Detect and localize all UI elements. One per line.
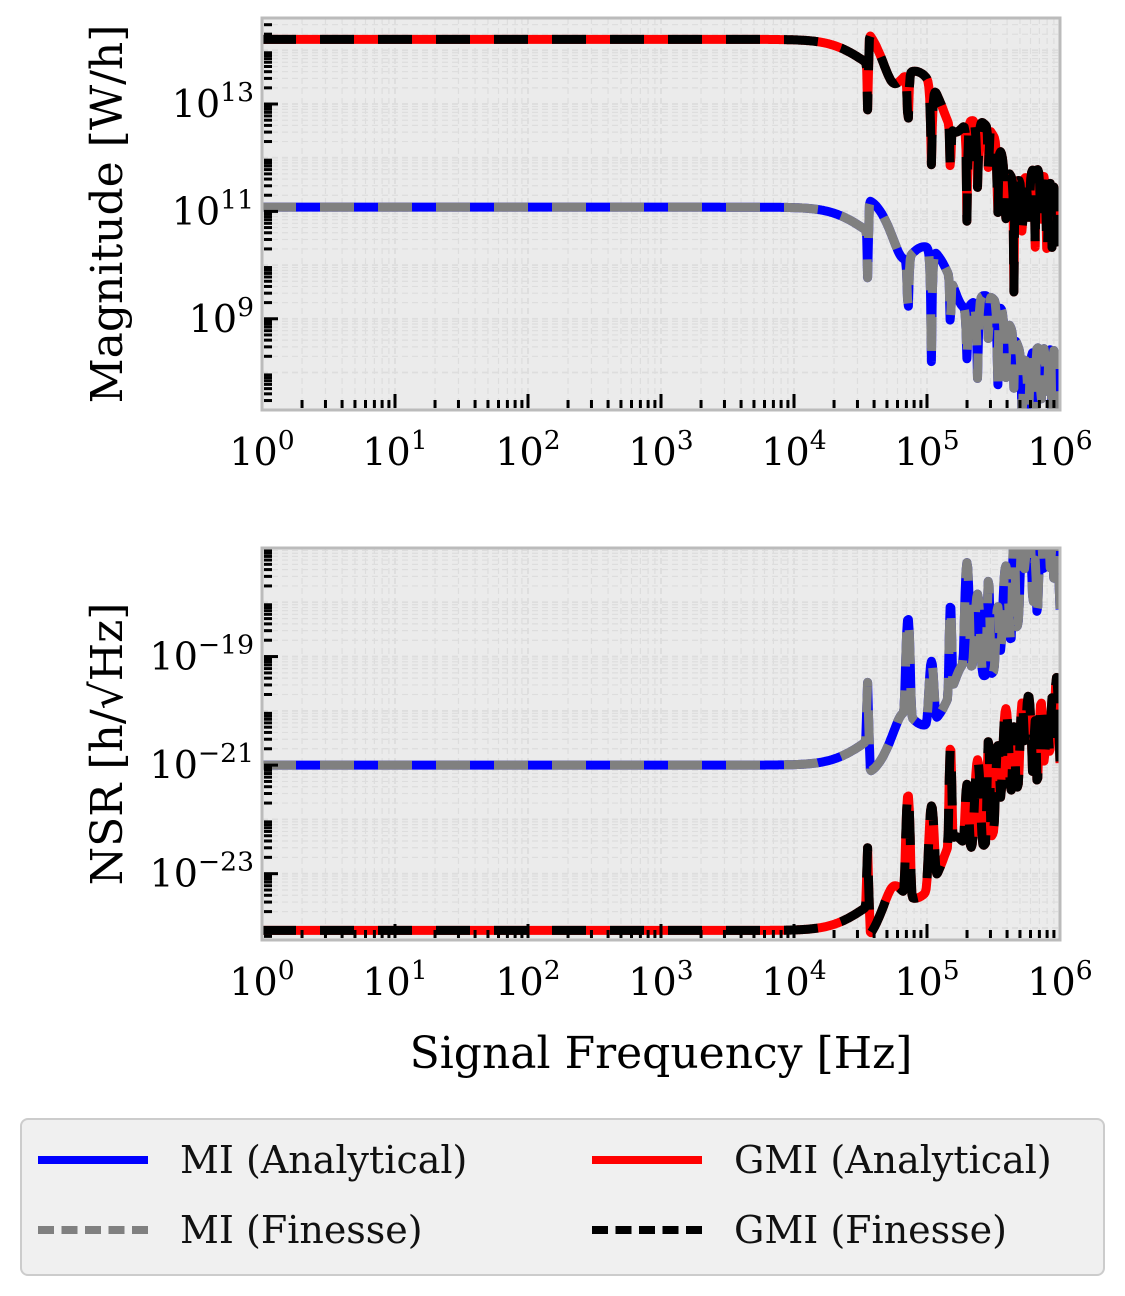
legend-entry-gmi-analytical: GMI (Analytical) xyxy=(592,1130,1052,1190)
series-gmi-finesse xyxy=(262,31,1060,297)
series-mi-finesse xyxy=(262,548,1060,776)
legend-entry-gmi-finesse: GMI (Finesse) xyxy=(592,1200,1007,1260)
axes-frame xyxy=(260,546,1062,942)
y-tick-label: 10−21 xyxy=(150,738,254,787)
y-axis-label: Magnitude [W/h] xyxy=(82,25,133,404)
x-tick-label: 104 xyxy=(761,955,826,1004)
x-tick-label: 102 xyxy=(495,955,560,1004)
legend-label: GMI (Analytical) xyxy=(734,1138,1052,1182)
y-tick-label: 1011 xyxy=(172,184,254,233)
ticks xyxy=(260,16,1062,412)
x-tick-label: 101 xyxy=(362,955,427,1004)
x-tick-label: 105 xyxy=(894,955,959,1004)
x-tick-label: 104 xyxy=(761,425,826,474)
y-tick-label: 1013 xyxy=(172,77,254,126)
x-tick-label: 105 xyxy=(894,425,959,474)
x-tick-label: 103 xyxy=(628,425,693,474)
legend-swatch-gmi-analytical xyxy=(592,1156,702,1164)
legend-label: MI (Analytical) xyxy=(180,1138,468,1182)
legend-swatch-mi-finesse xyxy=(38,1226,148,1234)
x-axis-label: Signal Frequency [Hz] xyxy=(410,1028,913,1079)
x-tick-label: 106 xyxy=(1027,955,1092,1004)
y-tick-label: 10−19 xyxy=(150,630,254,679)
axes-frame xyxy=(260,16,1062,412)
magnitude-panel: 100 101 102 103 104 105 106 1013 1011 109 Magnitud… xyxy=(82,16,1093,474)
nsr-panel: 100 101 102 103 104 105 106 10−19 10−21 10−23 NSR … xyxy=(82,546,1093,1079)
legend-label: GMI (Finesse) xyxy=(734,1208,1007,1252)
x-tick-label: 101 xyxy=(362,425,427,474)
legend-swatch-mi-analytical xyxy=(38,1156,148,1164)
series-group xyxy=(262,31,1060,410)
y-axis-label: NSR [h/√Hz] xyxy=(82,603,133,886)
x-tick-label: 103 xyxy=(628,955,693,1004)
x-tick-label: 106 xyxy=(1027,425,1092,474)
legend-entry-mi-finesse: MI (Finesse) xyxy=(38,1200,423,1260)
x-tick-label: 102 xyxy=(495,425,560,474)
legend-swatch-gmi-finesse xyxy=(592,1226,702,1234)
x-tick-label: 100 xyxy=(229,425,294,474)
legend: MI (Analytical) GMI (Analytical) MI (Fin… xyxy=(20,1118,1105,1276)
legend-label: MI (Finesse) xyxy=(180,1208,423,1252)
y-tick-label: 109 xyxy=(189,292,254,341)
x-tick-label: 100 xyxy=(229,955,294,1004)
series-mi-finesse xyxy=(262,196,1060,410)
y-tick-label: 10−23 xyxy=(150,847,254,896)
legend-entry-mi-analytical: MI (Analytical) xyxy=(38,1130,467,1190)
grid xyxy=(261,17,1060,410)
